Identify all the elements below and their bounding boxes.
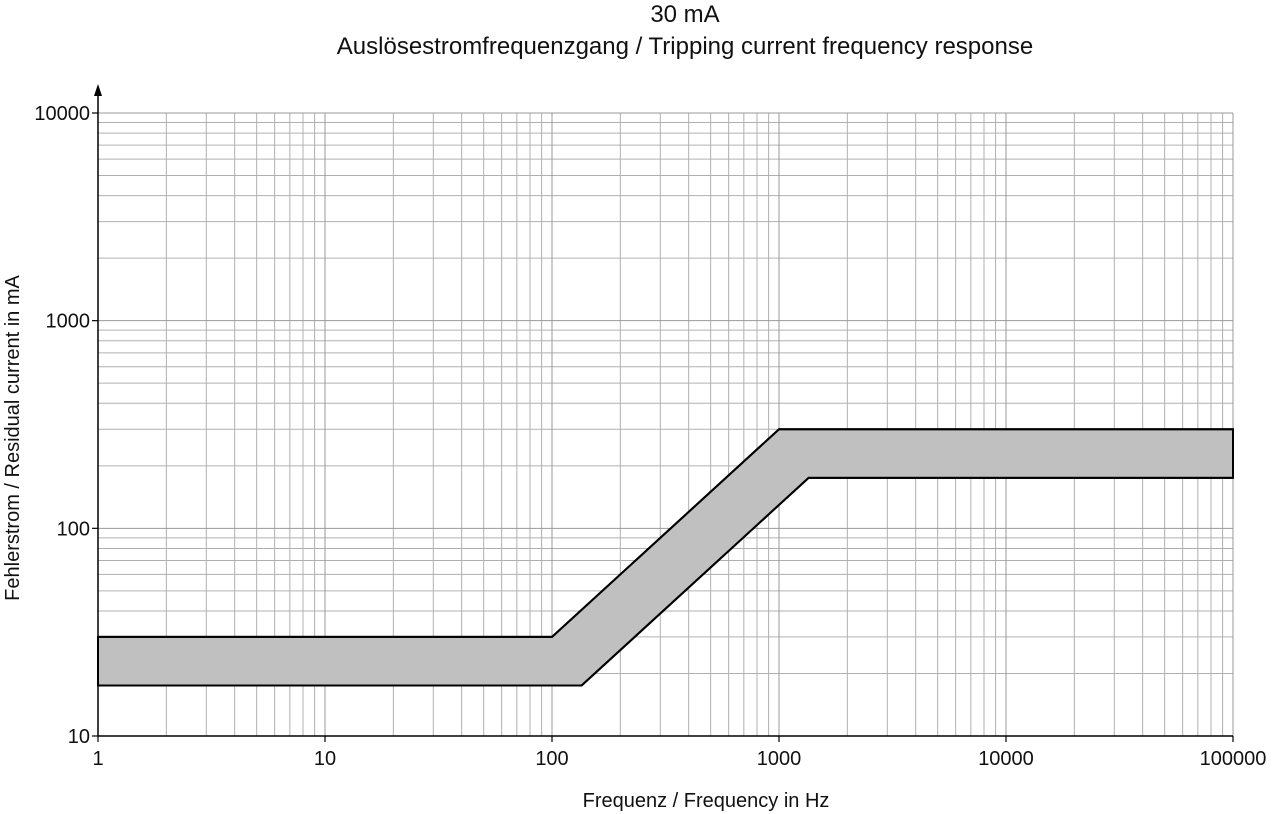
band-fill <box>97 428 1234 687</box>
x-tick-label: 10000 <box>978 748 1034 770</box>
chart-title: 30 mA <box>650 1 719 28</box>
y-axis-arrow <box>94 84 102 96</box>
band-edge <box>98 428 1233 638</box>
chart-subtitle: Auslösestromfrequenzgang / Tripping curr… <box>337 33 1033 60</box>
y-tick-label: 10000 <box>34 103 90 125</box>
x-tick-label: 1 <box>92 748 103 770</box>
y-tick-label: 10 <box>68 726 90 748</box>
y-axis-title: Fehlerstrom / Residual current in mA <box>2 275 24 601</box>
x-tick-label: 1000 <box>757 748 802 770</box>
x-tick-label: 100 <box>535 748 568 770</box>
y-tick-label: 1000 <box>46 311 91 333</box>
y-tick-label: 100 <box>57 518 90 540</box>
grid <box>97 112 1234 737</box>
x-tick-label: 10 <box>314 748 336 770</box>
band-edge <box>98 476 1233 687</box>
x-tick-label: 100000 <box>1200 748 1267 770</box>
axes <box>94 84 1233 737</box>
x-axis-title: Frequenz / Frequency in Hz <box>583 790 830 812</box>
plot <box>97 428 1234 687</box>
